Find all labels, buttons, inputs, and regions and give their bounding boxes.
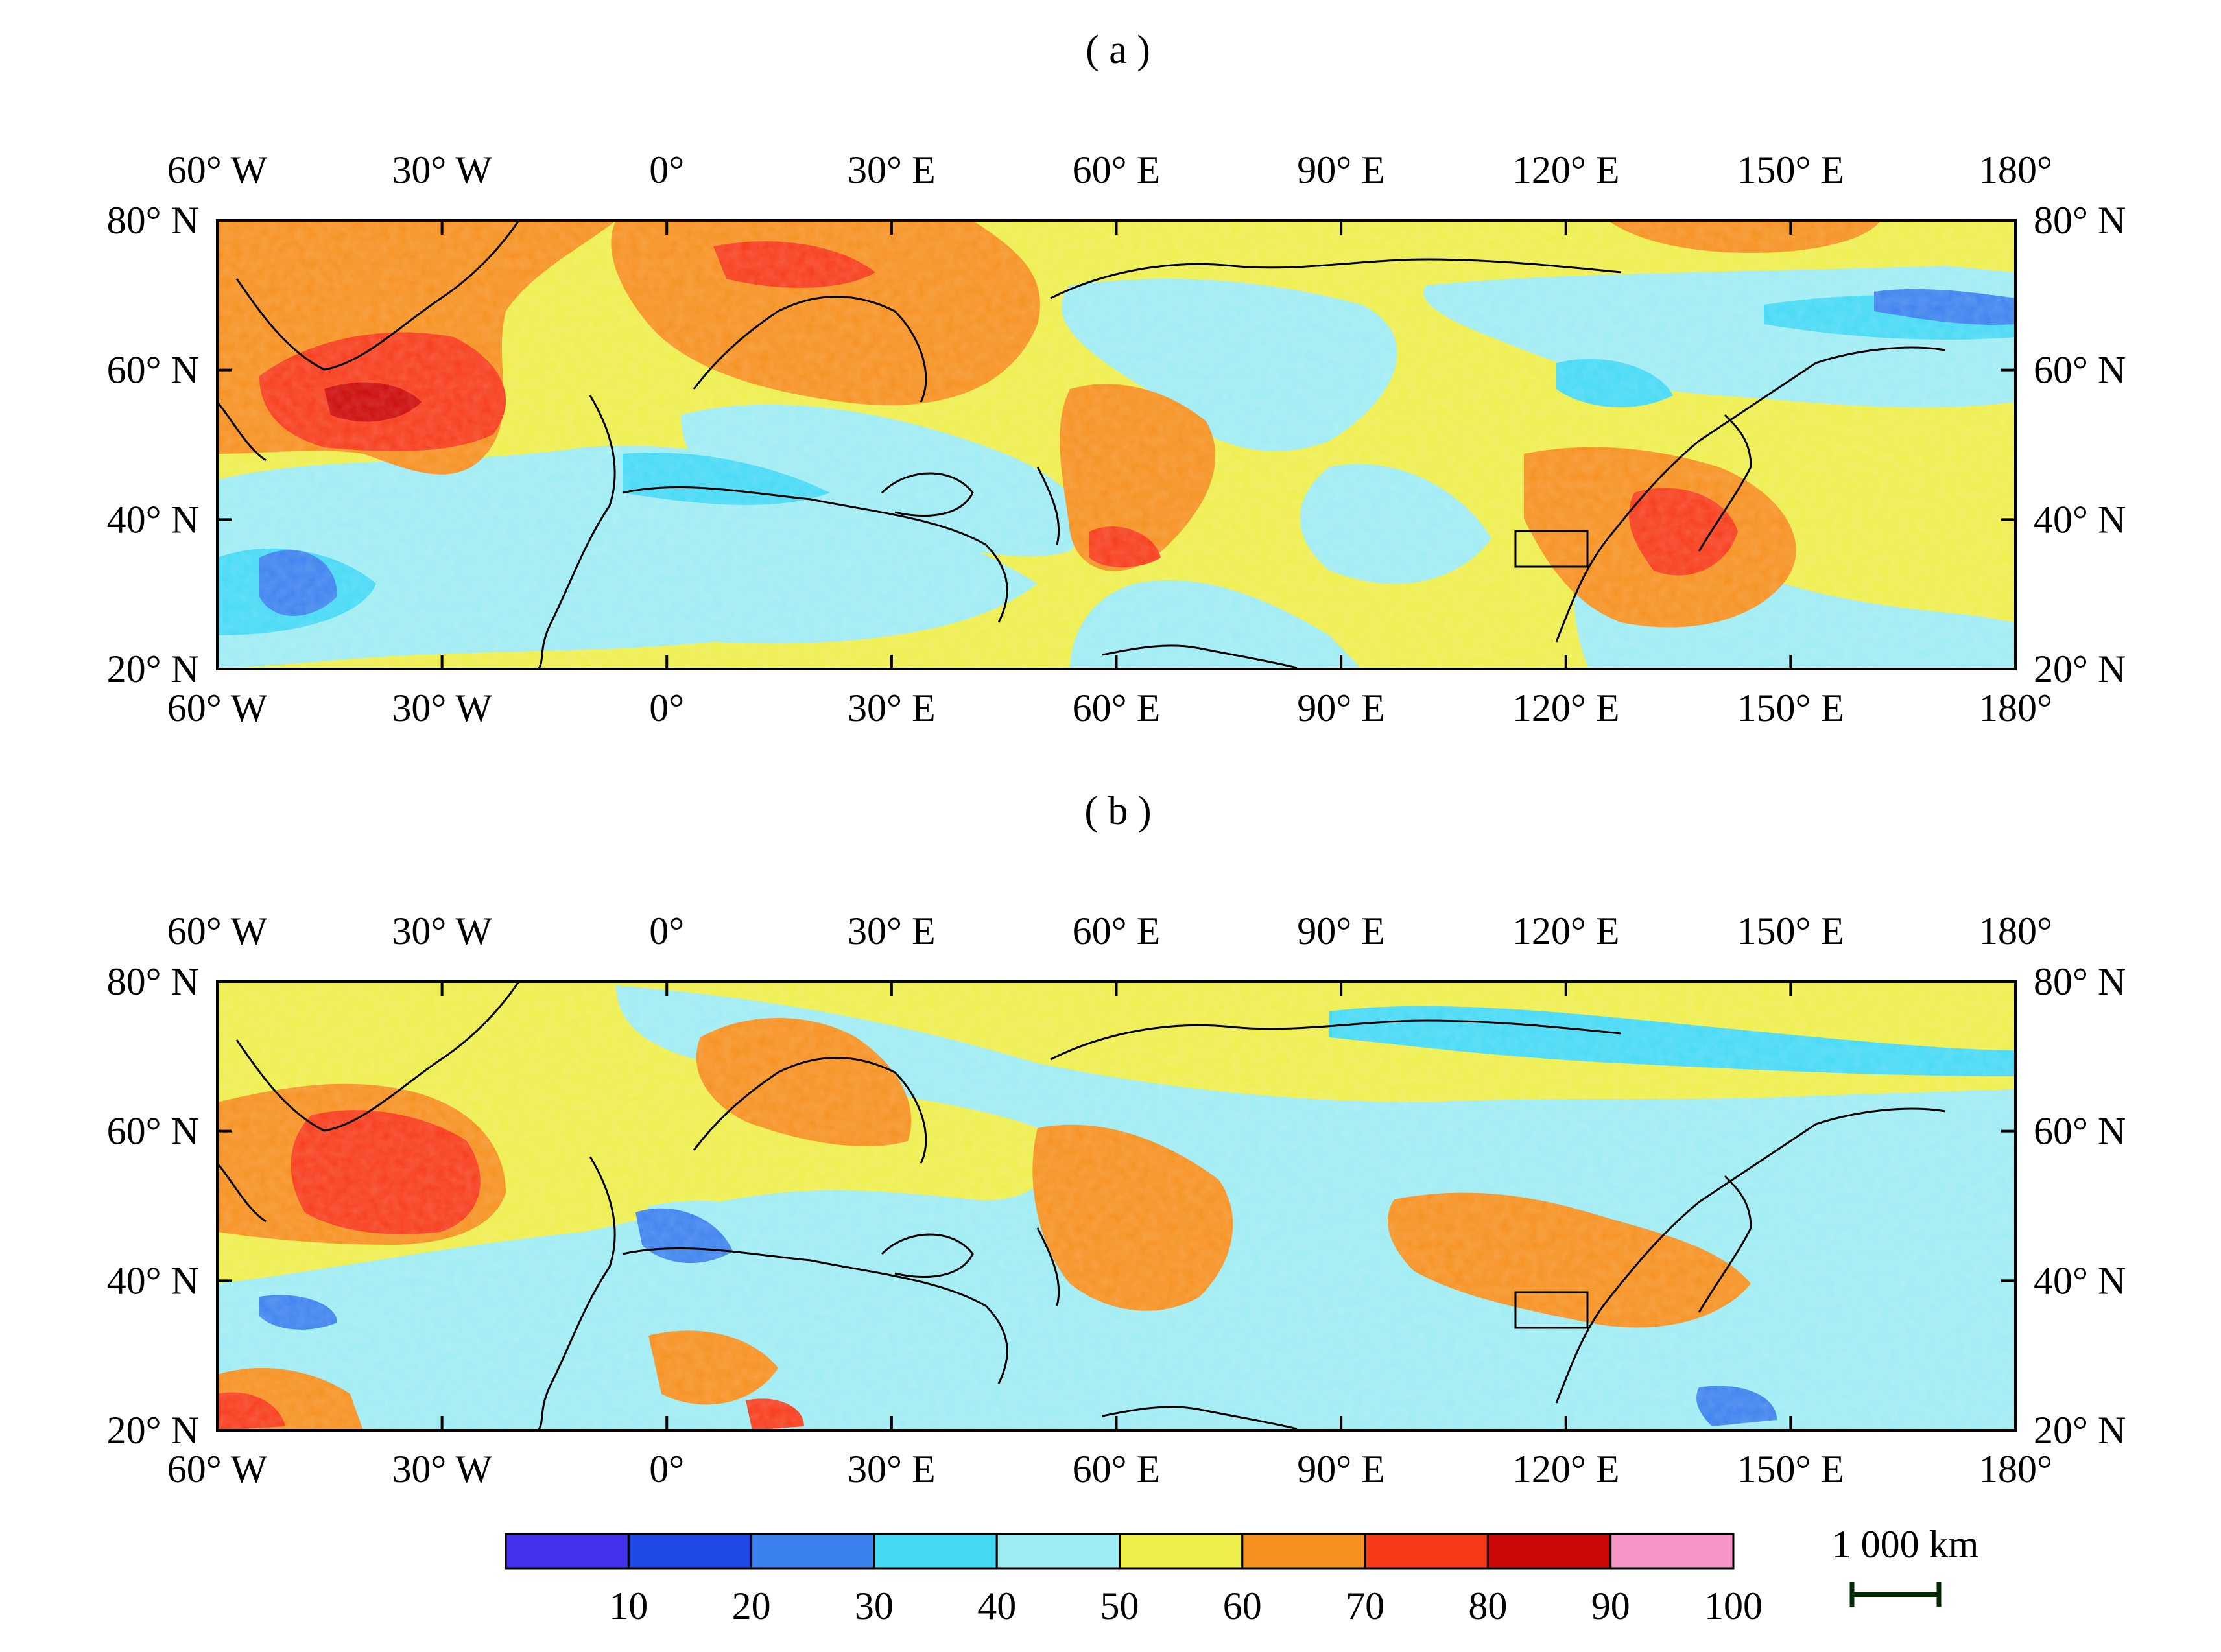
colorbar-tick-label: 40 [977, 1585, 1016, 1627]
colorbar-bin [1609, 1533, 1735, 1570]
panel-b-coastlines [217, 982, 1946, 1430]
lon-label-top: 120° E [1512, 148, 1620, 191]
colorbar-tick-label: 30 [855, 1585, 894, 1627]
lon-label-bottom: 150° E [1737, 1448, 1845, 1491]
lat-label-right: 20° N [2034, 648, 2126, 690]
colorbar-tick-label: 10 [609, 1585, 648, 1627]
colorbar-bin [1119, 1533, 1244, 1570]
lat-label-left: 20° N [107, 1409, 199, 1452]
lon-label-bottom: 0° [649, 1448, 684, 1491]
colorbar-tick-label: 70 [1346, 1585, 1384, 1627]
lon-label-bottom: 90° E [1297, 1448, 1385, 1491]
colorbar-bin [1486, 1533, 1612, 1570]
panel-a-map [216, 219, 2017, 670]
colorbar-tick-label: 20 [732, 1585, 771, 1627]
colorbar-tick-label: 60 [1223, 1585, 1262, 1627]
colorbar-bin [995, 1533, 1121, 1570]
panel-a-coastlines [217, 220, 1946, 669]
lat-label-left: 40° N [107, 1259, 199, 1302]
colorbar-bin [873, 1533, 998, 1570]
lon-label-bottom: 30° W [392, 1448, 492, 1491]
colorbar: 10 20 30 40 50 60 70 80 90 100 [505, 1533, 1763, 1627]
lat-label-right: 60° N [2034, 1110, 2126, 1153]
lon-label-top: 60° W [167, 148, 268, 191]
colorbar-bin [750, 1533, 875, 1570]
lon-label-bottom: 60° E [1073, 687, 1161, 729]
lat-label-right: 80° N [2034, 199, 2126, 242]
panel-a-field [217, 220, 2015, 669]
lon-label-top: 30° W [392, 148, 492, 191]
lon-label-bottom: 120° E [1512, 687, 1620, 729]
colorbar-tick-label: 50 [1100, 1585, 1139, 1627]
lat-label-left: 60° N [107, 349, 199, 392]
colorbar-tick-label: 100 [1704, 1585, 1763, 1627]
scale-bar-label: 1 000 km [1832, 1523, 1979, 1566]
lon-label-bottom: 30° E [848, 1448, 936, 1491]
axis-labels: 60° W 60° W 30° W 30° W 0° 0° 30° E 30° E 60° E 6… [107, 148, 2126, 1491]
lon-label-top: 60° W [167, 910, 268, 952]
colorbar-bin [1364, 1533, 1489, 1570]
lon-label-top: 30° W [392, 910, 492, 952]
lon-label-top: 90° E [1297, 148, 1385, 191]
lon-label-top: 60° E [1073, 148, 1161, 191]
lon-label-top: 60° E [1073, 910, 1161, 952]
colorbar-bin [627, 1533, 753, 1570]
lon-label-bottom: 120° E [1512, 1448, 1620, 1491]
lon-label-top: 90° E [1297, 910, 1385, 952]
lat-label-right: 40° N [2034, 498, 2126, 541]
lat-label-right: 40° N [2034, 1259, 2126, 1302]
panel-b-label: ( b ) [1084, 789, 1151, 833]
lon-label-top: 30° E [848, 910, 936, 952]
colorbar-tick-label: 90 [1591, 1585, 1630, 1627]
lon-label-bottom: 180° [1978, 687, 2052, 729]
lon-label-top: 150° E [1737, 910, 1845, 952]
colorbar-bin [505, 1533, 630, 1570]
lon-label-bottom: 60° E [1073, 1448, 1161, 1491]
lon-label-top: 0° [649, 148, 684, 191]
lon-label-top: 150° E [1737, 148, 1845, 191]
lon-label-top: 180° [1978, 148, 2052, 191]
panel-b-field [217, 982, 2015, 1430]
lon-label-bottom: 30° W [392, 687, 492, 729]
lat-label-right: 20° N [2034, 1409, 2126, 1452]
lon-label-bottom: 180° [1978, 1448, 2052, 1491]
lon-label-bottom: 150° E [1737, 687, 1845, 729]
lat-label-right: 80° N [2034, 960, 2126, 1003]
lon-label-top: 180° [1978, 910, 2052, 952]
lat-label-right: 60° N [2034, 349, 2126, 392]
lat-label-left: 20° N [107, 648, 199, 690]
lon-label-bottom: 30° E [848, 687, 936, 729]
lon-label-top: 120° E [1512, 910, 1620, 952]
panel-a-label: ( a ) [1086, 28, 1150, 72]
lat-label-left: 80° N [107, 199, 199, 242]
lon-label-bottom: 60° W [167, 1448, 268, 1491]
scale-bar: 1 000 km [1832, 1523, 1979, 1607]
lat-label-left: 40° N [107, 498, 199, 541]
lon-label-top: 0° [649, 910, 684, 952]
lat-label-left: 60° N [107, 1110, 199, 1153]
lat-label-left: 80° N [107, 960, 199, 1003]
panel-b-map [216, 980, 2017, 1432]
lon-label-bottom: 90° E [1297, 687, 1385, 729]
lon-label-top: 30° E [848, 148, 936, 191]
lon-label-bottom: 0° [649, 687, 684, 729]
colorbar-tick-label: 80 [1468, 1585, 1507, 1627]
colorbar-bin [1241, 1533, 1366, 1570]
lon-label-bottom: 60° W [167, 687, 268, 729]
